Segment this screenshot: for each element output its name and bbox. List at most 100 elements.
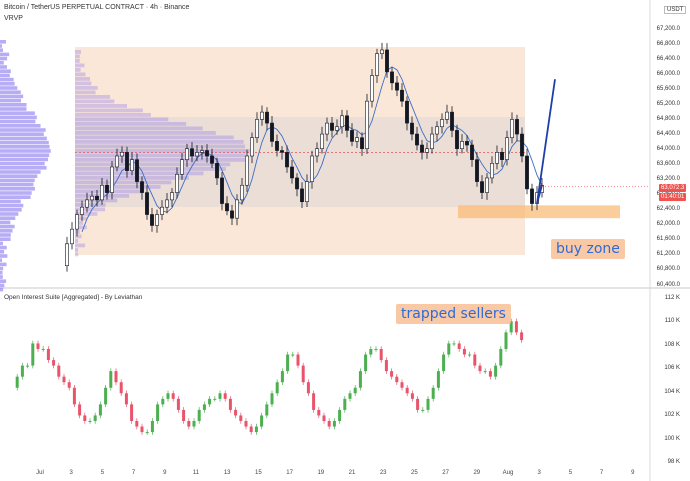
- profile-bar: [0, 153, 49, 157]
- price-candle: [510, 119, 513, 137]
- time-tick-label: 9: [163, 470, 166, 476]
- profile-bar: [75, 172, 204, 176]
- oi-candle: [505, 332, 508, 349]
- price-candle: [125, 152, 128, 170]
- profile-bar: [75, 140, 244, 144]
- price-candle: [75, 215, 78, 230]
- price-candle: [80, 207, 83, 214]
- price-candle: [115, 156, 118, 167]
- price-tick-label: 61,600.0: [657, 236, 680, 242]
- profile-bar: [0, 242, 3, 246]
- oi-candle: [489, 371, 492, 377]
- profile-bar: [0, 137, 47, 141]
- oi-candle: [31, 343, 34, 365]
- time-tick-label: Jul: [36, 470, 44, 476]
- oi-tick-label: 106 K: [664, 365, 680, 371]
- profile-bar: [0, 250, 4, 254]
- profile-bar: [75, 203, 106, 207]
- oi-candle: [78, 404, 81, 415]
- oi-candle: [354, 388, 357, 394]
- profile-bar: [75, 118, 168, 122]
- oi-candle: [57, 366, 60, 377]
- price-candle: [165, 200, 168, 207]
- oi-candle: [239, 415, 242, 421]
- currency-badge[interactable]: USDT: [664, 6, 686, 14]
- price-tick-label: 64,400.0: [657, 131, 680, 137]
- price-candle: [265, 112, 268, 123]
- profile-bar: [75, 158, 248, 162]
- oi-tick-label: 104 K: [664, 389, 680, 395]
- oi-candle: [343, 399, 346, 410]
- oi-candle: [328, 421, 331, 427]
- oi-candle: [380, 349, 383, 360]
- vrvp-indicator-label[interactable]: VRVP: [4, 15, 23, 22]
- price-candle: [315, 149, 318, 156]
- profile-bar: [0, 103, 27, 107]
- oi-candle: [219, 393, 222, 399]
- time-tick-label: 21: [349, 470, 356, 476]
- price-candle: [485, 178, 488, 193]
- profile-bar: [0, 246, 7, 250]
- oi-candle: [187, 421, 190, 427]
- oi-candle: [26, 366, 29, 367]
- profile-bar: [0, 149, 51, 153]
- oi-candle: [359, 371, 362, 388]
- oi-candle: [198, 410, 201, 421]
- profile-bar: [75, 64, 84, 68]
- oi-candle: [432, 388, 435, 399]
- price-candle: [160, 207, 163, 214]
- profile-bar: [0, 95, 23, 99]
- profile-bar: [0, 128, 46, 132]
- oi-candle: [515, 321, 518, 332]
- symbol-title[interactable]: Bitcoin / TetherUS PERPETUAL CONTRACT · …: [4, 4, 189, 11]
- oi-candle: [52, 360, 55, 366]
- profile-bar: [0, 78, 14, 82]
- profile-bar: [75, 208, 105, 212]
- price-candle: [380, 50, 383, 54]
- oi-candle: [146, 432, 149, 433]
- oi-candle: [203, 404, 206, 410]
- buy-zone-annotation[interactable]: buy zone: [551, 239, 625, 259]
- price-candle: [150, 215, 153, 226]
- price-candle: [250, 138, 253, 156]
- oi-candle: [125, 393, 128, 404]
- price-candle: [295, 178, 298, 189]
- oi-candle: [411, 393, 414, 399]
- profile-bar: [0, 61, 4, 65]
- profile-bar: [0, 141, 49, 145]
- profile-bar: [0, 187, 35, 191]
- profile-bar: [0, 225, 15, 229]
- oi-candle: [421, 410, 424, 411]
- profile-bar: [0, 57, 7, 61]
- oi-candle: [115, 371, 118, 382]
- price-candle: [465, 141, 468, 145]
- price-candle: [370, 76, 373, 102]
- oi-candle: [494, 366, 497, 377]
- profile-bar: [75, 136, 234, 140]
- profile-bar: [75, 82, 91, 86]
- profile-bar: [0, 158, 48, 162]
- profile-bar: [0, 48, 3, 52]
- profile-bar: [0, 179, 35, 183]
- price-candle: [175, 174, 178, 192]
- price-candle: [230, 211, 233, 218]
- price-candle: [345, 116, 348, 131]
- oi-candle: [250, 427, 253, 433]
- price-candle: [350, 130, 353, 141]
- profile-bar: [75, 131, 216, 135]
- price-candle: [240, 185, 243, 200]
- price-tick-label: 66,400.0: [657, 56, 680, 62]
- profile-bar: [75, 181, 171, 185]
- price-candle: [515, 119, 518, 134]
- price-candle: [200, 151, 203, 153]
- oi-candle: [286, 355, 289, 372]
- trapped-sellers-annotation[interactable]: trapped sellers: [396, 304, 511, 324]
- oi-candle: [68, 382, 71, 388]
- oi-indicator-title[interactable]: Open Interest Suite [Aggregated] - By Le…: [4, 294, 142, 301]
- oi-candle: [349, 393, 352, 399]
- oi-candle: [130, 404, 133, 421]
- price-tick-label: 67,200.0: [657, 26, 680, 32]
- price-candle: [205, 151, 208, 156]
- buy-zone-box: [458, 205, 620, 218]
- oi-candle: [333, 421, 336, 427]
